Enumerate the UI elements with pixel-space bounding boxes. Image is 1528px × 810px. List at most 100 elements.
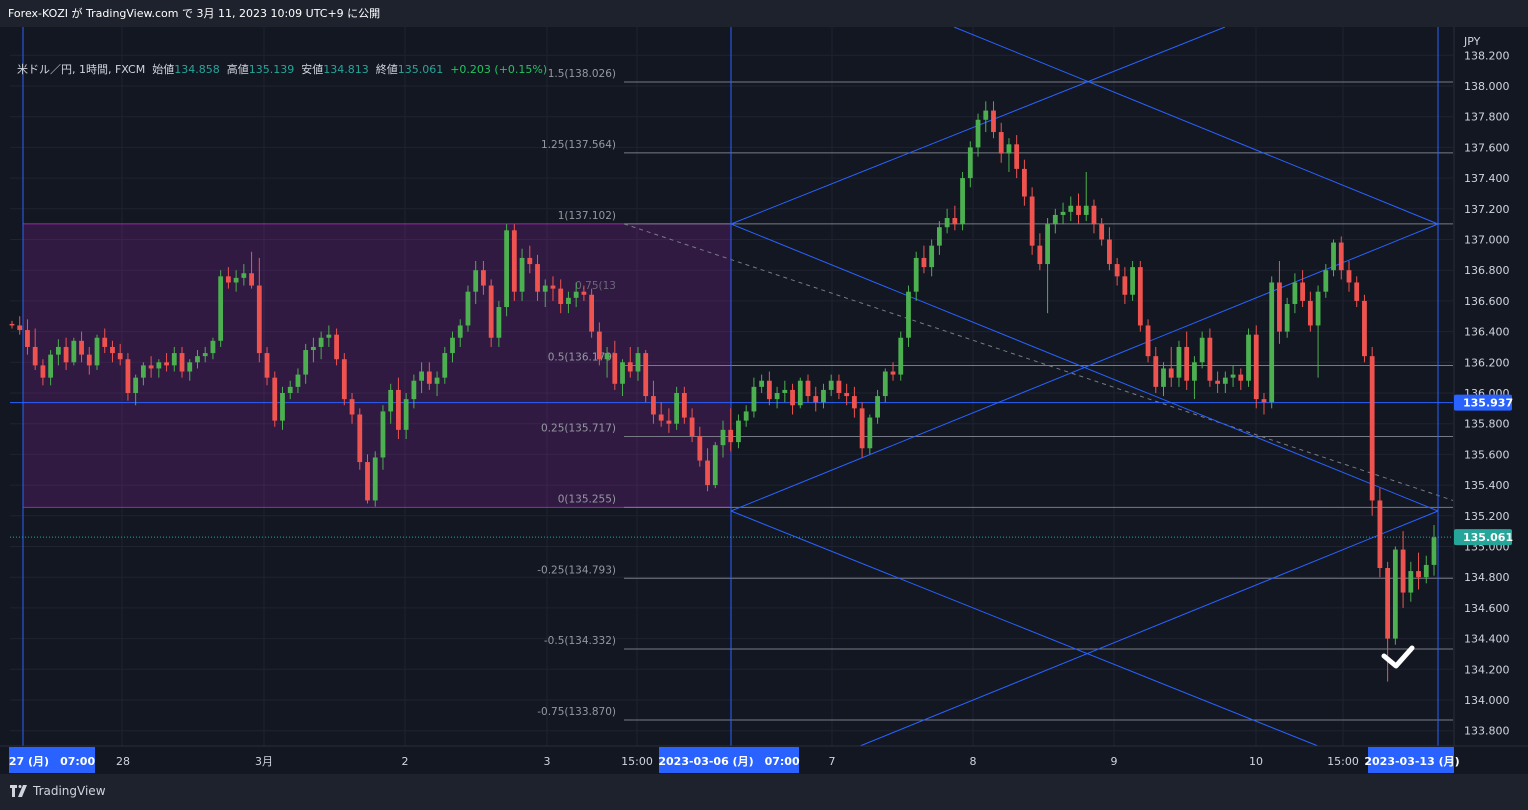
candle-up [1052, 208, 1058, 234]
candle-up [434, 371, 440, 397]
candle-up [635, 346, 641, 381]
candle-body [79, 340, 84, 355]
candle-down [890, 362, 896, 381]
candle-up [202, 346, 208, 363]
candle-body [936, 227, 942, 246]
x-tick-label: 10 [1249, 755, 1263, 768]
candle-body [519, 257, 525, 292]
candle-body [71, 340, 77, 363]
price-chart[interactable]: 1.5(138.026)1.25(137.564)1(137.102)0.5(1… [0, 27, 1528, 774]
candle-up [303, 343, 309, 384]
candle-body [1176, 346, 1182, 378]
candle-up [936, 221, 942, 255]
candle-down [1153, 346, 1159, 393]
candle-down [998, 122, 1004, 163]
candle-body [32, 346, 38, 366]
candle-up [442, 346, 448, 384]
candle-up [1060, 202, 1066, 225]
published-header: Forex-KOZI が TradingView.com で 3月 11, 20… [0, 0, 1528, 27]
candle-down [1114, 257, 1120, 286]
y-tick-label: 134.800 [1464, 571, 1510, 584]
candle-up [712, 442, 718, 489]
candle-up [944, 208, 950, 234]
candle-down [396, 377, 401, 440]
candle-down [264, 346, 270, 386]
candle-up [906, 285, 911, 347]
candle-body [566, 297, 571, 304]
candle-down [1207, 328, 1213, 387]
candle-body [728, 429, 734, 443]
candle-body [1261, 399, 1267, 403]
candle-down [1022, 159, 1027, 206]
fib-level-label: -0.25(134.793) [537, 564, 616, 576]
candle-body [249, 273, 254, 286]
x-tick-label: 3 [544, 755, 551, 768]
y-tick-label: 134.400 [1464, 633, 1510, 646]
candle-down [256, 257, 262, 363]
time-axis: 27 (月) 07:00 28 3月 2 3 15:00 2023-03-06 (月) 07… [0, 745, 1528, 774]
candle-up [140, 362, 146, 386]
candle-body [25, 330, 30, 347]
candle-body [612, 353, 618, 384]
candle-body [1392, 549, 1398, 639]
fib-level-label: -0.5(134.332) [544, 635, 616, 647]
dashed-trend-line [623, 223, 1454, 501]
candle-body [1045, 224, 1050, 265]
candle-body [465, 291, 471, 326]
candle-body [102, 337, 108, 347]
candle-body [1091, 205, 1097, 225]
candle-body [836, 380, 842, 393]
candle-body [195, 356, 200, 363]
candle-body [1184, 346, 1190, 381]
candle-up [380, 405, 386, 470]
candle-body [1130, 267, 1135, 295]
chart-area[interactable]: 1.5(138.026) 1.25(137.564) 1(137.102) 0.5(1… [0, 27, 1528, 774]
candle-body [17, 325, 23, 331]
candle-body [295, 374, 301, 387]
candle-up [1230, 365, 1236, 387]
y-tick-label: 137.400 [1464, 172, 1510, 185]
candle-up [465, 285, 471, 332]
candle-up [1315, 285, 1321, 378]
brand: TradingView [10, 784, 106, 798]
candle-down [148, 356, 154, 378]
candle-body [357, 414, 363, 463]
candle-body [805, 380, 811, 397]
candle-down [334, 328, 339, 366]
candle-down [596, 322, 602, 366]
footer-bar: TradingView [0, 774, 1528, 810]
check-mark-icon [1381, 645, 1415, 669]
candle-body [125, 359, 131, 393]
candle-down [527, 245, 533, 274]
candle-body [1083, 205, 1089, 215]
candle-body [1362, 300, 1367, 357]
x-tick-label: 27 (月) 07:00 [9, 755, 96, 768]
candle-body [380, 411, 386, 458]
candle-body [967, 147, 973, 179]
candle-body [1354, 282, 1360, 301]
y-tick-label: 133.800 [1464, 725, 1510, 738]
candle-up [604, 346, 610, 378]
candle-down [651, 380, 656, 424]
candle-down [658, 402, 664, 427]
candle-body [1222, 377, 1228, 384]
change-value: +0.203 (+0.15%) [450, 63, 548, 76]
candle-down [952, 205, 958, 231]
fib-level-label: 1(137.102) [558, 210, 616, 222]
candle-body [419, 371, 424, 381]
brand-label: TradingView [33, 784, 106, 798]
candle-down [25, 319, 30, 355]
candle-body [1307, 300, 1313, 326]
candle-up [1068, 196, 1074, 222]
candle-body [1377, 500, 1383, 568]
candle-body [1153, 356, 1159, 387]
candle-body [929, 245, 935, 268]
candle-body [341, 359, 347, 400]
candle-down [1107, 227, 1112, 271]
candle-up [929, 239, 935, 277]
x-tick-label: 15:00 [621, 755, 653, 768]
candle-body [1006, 144, 1012, 154]
candle-body [481, 270, 486, 286]
candle-body [790, 389, 795, 406]
candle-up [782, 380, 788, 403]
